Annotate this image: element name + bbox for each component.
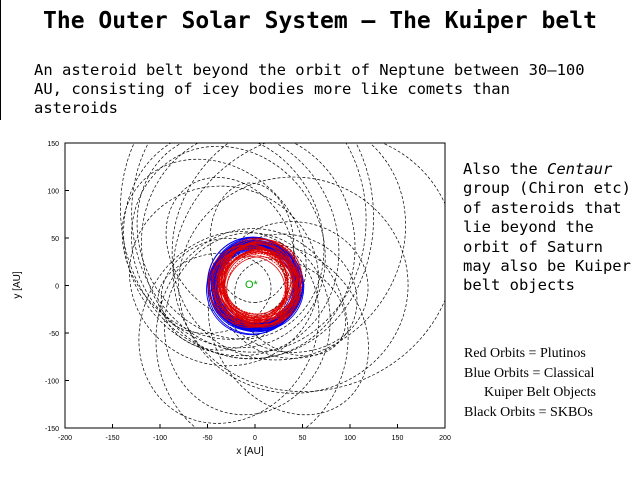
plutino-orbit [216,254,289,327]
orbit-group [120,143,445,428]
skbo-orbit [136,143,325,340]
skbo-orbit [155,228,349,428]
skbo-orbit [131,145,326,349]
y-tick-label: -150 [45,426,59,433]
x-tick-label: 0 [253,435,257,442]
legend-blue-line2: Kuiper Belt Objects [484,385,596,400]
x-tick-label: -150 [105,435,119,442]
x-tick-label: 100 [344,435,356,442]
x-tick-label: -200 [58,435,72,442]
x-tick-label: -50 [202,435,212,442]
sun-marker: O* [245,279,259,291]
kuiper-orbit-plot: -200 -150 -100 -50 0 50 100 150 200 150 100 50 0 -50 -… [12,141,451,457]
x-tick-label: -100 [153,435,167,442]
plutino-orbit [211,244,289,321]
y-tick-label: -50 [49,331,59,338]
y-tick-label: 100 [47,189,59,196]
x-axis-label: x [AU] [236,446,263,457]
plutino-orbit [222,241,294,315]
skbo-orbit [234,259,346,357]
intro-text: An asteroid belt beyond the orbit of Nep… [34,61,585,117]
skbo-orbit [138,231,320,424]
y-tick-label: 150 [47,141,59,148]
legend-black: Black Orbits = SKBOs [464,404,593,420]
legend-blue-line1: Blue Orbits = Classical [464,365,595,381]
skbo-orbit [123,143,340,357]
skbo-orbit [208,244,369,416]
y-tick-label: -100 [45,379,59,386]
skbo-orbit [120,143,374,359]
skbo-orbit [178,176,409,394]
legend-red: Red Orbits = Plutinos [464,346,586,361]
y-tick-label: 0 [55,284,59,291]
y-tick-label: 50 [51,236,59,243]
x-tick-label: 200 [439,435,451,442]
plutino-orbit [218,237,295,317]
slide-title: The Outer Solar System – The Kuiper belt [43,8,597,34]
skbo-orbit [157,252,272,334]
centaur-text-after: group (Chiron etc) of asteroids that lie… [463,179,631,295]
centaur-note: Also the Centaur group (Chiron etc) of a… [463,160,640,296]
orbit-legend: Red Orbits = Plutinos Blue Orbits = Clas… [464,344,640,422]
slide-edge-line [0,0,1,120]
centaur-emphasis: Centaur [547,160,613,178]
axis-ticks: -200 -150 -100 -50 0 50 100 150 200 150 100 50 0 -50 -… [45,141,451,442]
skbo-orbit [131,143,367,353]
plutino-orbit [226,256,298,328]
skbo-orbit [171,143,406,361]
plutino-orbit [219,238,299,319]
x-tick-label: 150 [392,435,404,442]
skbo-orbit [129,185,319,367]
skbo-orbit [164,232,331,416]
y-axis-label: y [AU] [12,271,23,298]
plutino-orbit [223,248,302,326]
x-tick-label: 50 [299,435,307,442]
skbo-orbit [172,143,445,392]
plutino-orbit [217,251,295,328]
skbo-orbit [209,182,295,303]
centaur-text-before: Also the [463,160,547,178]
